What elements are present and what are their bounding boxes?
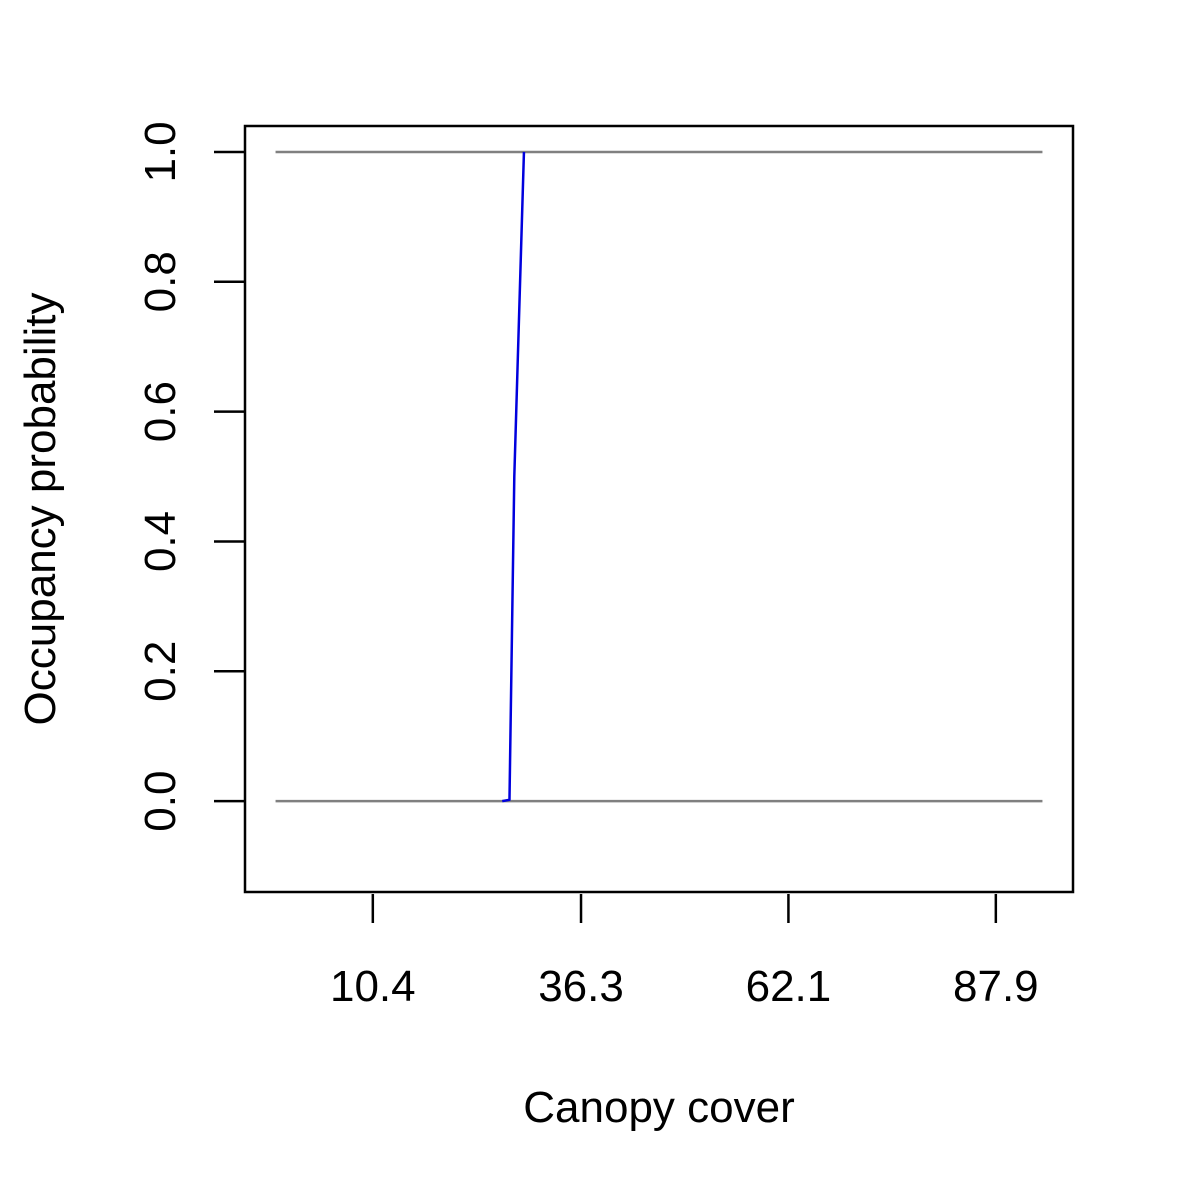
series-line-0: [502, 151, 526, 803]
reference-lines: [275, 150, 1043, 803]
x-tick-label: 62.1: [746, 962, 832, 1011]
plot-frame: [243, 124, 1075, 894]
y-tick-label: 0.0: [136, 771, 185, 832]
x-axis: 10.4 36.3 62.1 87.9: [330, 894, 1039, 1011]
y-tick-label: 0.4: [136, 511, 185, 572]
x-tick-label: 36.3: [538, 962, 624, 1011]
x-tick-label: 87.9: [953, 962, 1039, 1011]
y-tick-label: 0.2: [136, 641, 185, 702]
x-tick-label: 10.4: [330, 962, 416, 1011]
y-tick-label: 1.0: [136, 121, 185, 182]
series-layer: [502, 151, 526, 803]
y-tick-label: 0.6: [136, 381, 185, 442]
x-axis-label: Canopy cover: [523, 1083, 794, 1132]
y-tick-label: 0.8: [136, 251, 185, 312]
y-axis: 0.0 0.2 0.4 0.6 0.8 1.0: [136, 121, 245, 832]
y-axis-label: Occupancy probability: [16, 293, 65, 726]
